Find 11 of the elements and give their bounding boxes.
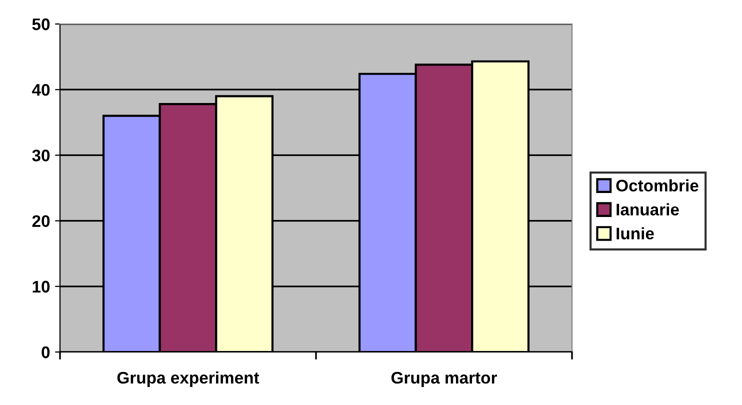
legend-label: Octombrie xyxy=(616,179,698,192)
y-tick-label: 20 xyxy=(32,215,50,228)
legend-label: Ianuarie xyxy=(616,203,679,216)
legend-label: Iunie xyxy=(616,227,654,240)
x-tick-label: Grupa experiment xyxy=(117,371,260,387)
y-tick-label: 50 xyxy=(32,18,50,30)
x-tick-label: Grupa martor xyxy=(391,372,497,387)
y-tick-label: 10 xyxy=(32,280,50,293)
y-tick-label: 40 xyxy=(32,84,50,96)
y-tick-label: 0 xyxy=(42,346,50,358)
y-tick-label: 30 xyxy=(32,150,50,162)
